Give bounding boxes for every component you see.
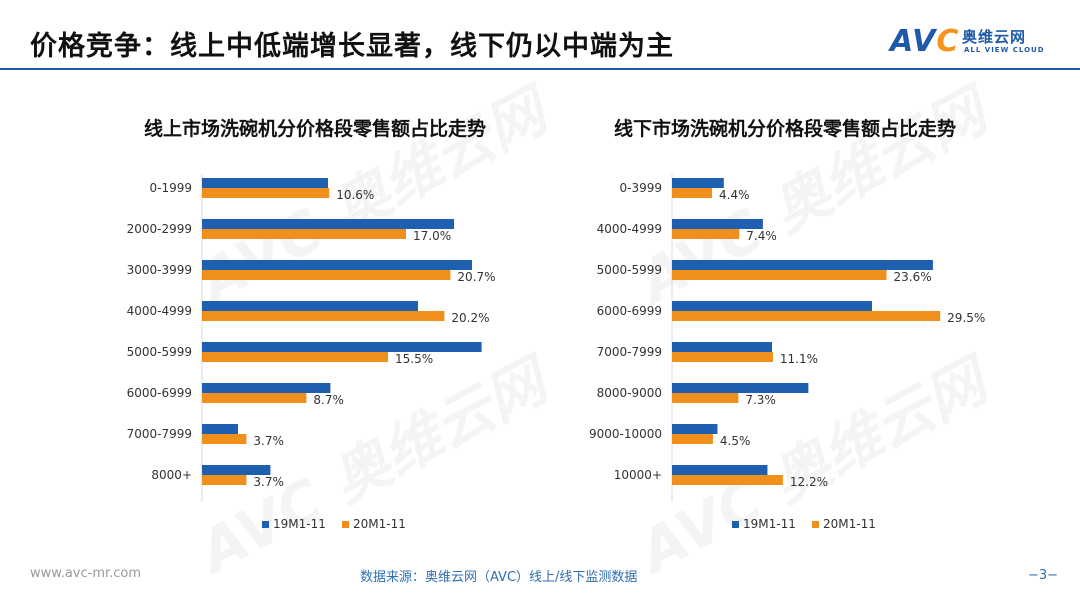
category-label: 5000-5999 <box>127 345 192 359</box>
data-label: 10.6% <box>336 188 374 202</box>
data-label: 3.7% <box>253 475 284 489</box>
legend-swatch-19M1-11 <box>732 521 739 528</box>
avc-logo: AVC 奥维云网 ALL VIEW CLOUD <box>890 24 1060 64</box>
header-divider <box>0 68 1080 70</box>
category-label: 6000-6999 <box>127 386 192 400</box>
data-label: 11.1% <box>780 352 818 366</box>
bar-20M1-11 <box>202 475 247 485</box>
bar-19M1-11 <box>672 383 809 393</box>
bar-19M1-11 <box>202 301 418 311</box>
bar-20M1-11 <box>202 311 445 321</box>
bar-20M1-11 <box>672 352 773 362</box>
page-number: −3− <box>1028 568 1059 583</box>
bar-19M1-11 <box>202 178 328 188</box>
bar-19M1-11 <box>672 178 724 188</box>
avc-logo-mark: AVC <box>890 24 960 59</box>
bar-19M1-11 <box>202 342 482 352</box>
online-chart-title: 线上市场洗碗机分价格段零售额占比走势 <box>143 118 486 140</box>
bar-19M1-11 <box>672 260 933 270</box>
category-label: 3000-3999 <box>127 263 192 277</box>
offline-chart-title: 线下市场洗碗机分价格段零售额占比走势 <box>613 118 956 140</box>
data-label: 8.7% <box>313 393 344 407</box>
bar-20M1-11 <box>672 270 887 280</box>
data-label: 7.4% <box>746 229 777 243</box>
legend-swatch-20M1-11 <box>342 521 349 528</box>
category-label: 4000-4999 <box>597 222 662 236</box>
bar-20M1-11 <box>202 229 406 239</box>
logo-name-cn: 奥维云网 <box>962 28 1027 46</box>
bar-20M1-11 <box>672 188 712 198</box>
bar-20M1-11 <box>672 434 713 444</box>
footer-data-source: 数据来源：奥维云网（AVC）线上/线下监测数据 <box>360 570 638 585</box>
bar-20M1-11 <box>672 311 941 321</box>
legend-swatch-20M1-11 <box>812 521 819 528</box>
bar-20M1-11 <box>672 229 740 239</box>
bar-20M1-11 <box>202 393 307 403</box>
bar-19M1-11 <box>202 424 238 434</box>
bar-19M1-11 <box>672 342 772 352</box>
bar-20M1-11 <box>202 434 247 444</box>
bar-19M1-11 <box>202 383 331 393</box>
category-label: 7000-7999 <box>127 427 192 441</box>
bar-20M1-11 <box>202 270 451 280</box>
data-label: 3.7% <box>253 434 284 448</box>
category-label: 2000-2999 <box>127 222 192 236</box>
category-label: 0-1999 <box>149 181 192 195</box>
bar-19M1-11 <box>672 301 872 311</box>
bar-19M1-11 <box>202 465 271 475</box>
data-label: 23.6% <box>894 270 932 284</box>
online-price-segment-chart: 0-1999 10.6% 2000-2999 17.0% 3000-3999 20.7% 4… <box>127 174 496 531</box>
category-label: 7000-7999 <box>597 345 662 359</box>
category-label: 4000-4999 <box>127 304 192 318</box>
category-label: 10000+ <box>614 468 662 482</box>
data-label: 29.5% <box>947 311 985 325</box>
footer-site-url[interactable]: www.avc-mr.com <box>30 566 142 581</box>
data-label: 20.2% <box>451 311 489 325</box>
offline-price-segment-chart: 0-3999 4.4% 4000-4999 7.4% 5000-5999 23.6% 600… <box>589 174 985 531</box>
legend-label: 20M1-11 <box>353 517 406 531</box>
legend-swatch-19M1-11 <box>262 521 269 528</box>
category-label: 6000-6999 <box>597 304 662 318</box>
data-label: 4.4% <box>719 188 750 202</box>
legend-label: 19M1-11 <box>273 517 326 531</box>
bar-19M1-11 <box>202 260 472 270</box>
legend-label: 20M1-11 <box>823 517 876 531</box>
legend-label: 19M1-11 <box>743 517 796 531</box>
page-title: 价格竞争：线上中低端增长显著，线下仍以中端为主 <box>30 31 674 62</box>
bar-19M1-11 <box>202 219 454 229</box>
category-label: 0-3999 <box>619 181 662 195</box>
bar-20M1-11 <box>202 188 330 198</box>
data-label: 12.2% <box>790 475 828 489</box>
bar-20M1-11 <box>672 393 739 403</box>
category-label: 9000-10000 <box>589 427 662 441</box>
data-label: 20.7% <box>457 270 495 284</box>
logo-name-en: ALL VIEW CLOUD <box>964 46 1045 54</box>
category-label: 5000-5999 <box>597 263 662 277</box>
data-label: 17.0% <box>413 229 451 243</box>
bar-20M1-11 <box>672 475 783 485</box>
bar-19M1-11 <box>672 465 768 475</box>
data-label: 4.5% <box>720 434 751 448</box>
bar-19M1-11 <box>672 219 763 229</box>
data-label: 7.3% <box>745 393 776 407</box>
bar-19M1-11 <box>672 424 718 434</box>
data-label: 15.5% <box>395 352 433 366</box>
category-label: 8000-9000 <box>597 386 662 400</box>
category-label: 8000+ <box>151 468 192 482</box>
bar-20M1-11 <box>202 352 388 362</box>
